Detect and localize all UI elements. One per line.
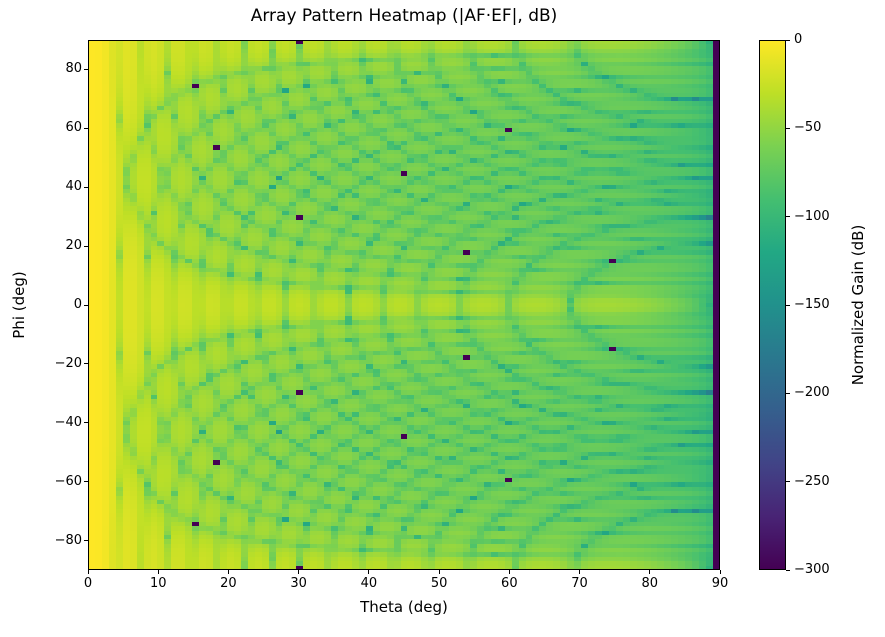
y-tick-mark [84,304,88,306]
x-tick-mark [298,570,300,574]
x-tick-label: 10 [149,576,167,591]
colorbar-tick-label: −300 [794,562,830,577]
colorbar-tick-mark [786,216,790,218]
colorbar-tick-mark [786,481,790,483]
y-tick-label: 20 [65,238,82,254]
y-tick-mark [84,127,88,129]
y-tick-mark [84,186,88,188]
x-axis-label: Theta (deg) [360,598,448,616]
x-tick-label: 20 [220,576,237,591]
x-tick-mark [719,570,721,574]
x-tick-label: 60 [501,576,518,591]
x-tick-mark [368,570,370,574]
x-tick-mark [87,570,89,574]
heatmap-canvas [88,40,720,570]
colorbar-tick-label: −250 [794,473,830,489]
y-tick-label: 60 [65,120,82,136]
y-tick-label: 0 [73,297,82,312]
y-tick-mark [84,540,88,542]
x-tick-mark [157,570,159,574]
colorbar-label: Normalized Gain (dB) [849,224,867,386]
colorbar-tick-mark [786,392,790,394]
x-tick-label: 0 [83,576,93,591]
colorbar-tick-label: 0 [794,32,803,47]
y-tick-label: 80 [65,61,82,77]
y-tick-label: −60 [54,473,82,489]
x-tick-label: 70 [571,576,588,591]
y-tick-mark [84,68,88,70]
colorbar-tick-mark [786,569,790,571]
x-tick-mark [649,570,651,574]
colorbar-tick-label: −200 [794,385,830,401]
x-tick-label: 50 [430,576,448,591]
x-tick-mark [438,570,440,574]
x-tick-mark [227,570,229,574]
y-tick-mark [84,363,88,365]
y-tick-label: 40 [65,179,82,195]
colorbar-tick-mark [786,304,790,306]
x-tick-label: 80 [641,576,659,591]
y-tick-label: −20 [54,355,82,371]
x-tick-label: 40 [360,576,378,591]
x-tick-mark [508,570,510,574]
colorbar-tick-label: −150 [794,297,830,312]
x-tick-mark [579,570,581,574]
y-tick-label: −40 [54,414,82,430]
colorbar-tick-label: −50 [794,120,822,136]
colorbar-tick-mark [786,127,790,129]
colorbar-tick-mark [786,39,790,41]
colorbar-tick-label: −100 [794,208,830,224]
x-tick-label: 30 [290,576,307,591]
chart-title: Array Pattern Heatmap (|AF·EF|, dB) [250,6,558,26]
y-tick-mark [84,422,88,424]
y-tick-mark [84,481,88,483]
colorbar [759,40,786,570]
y-tick-mark [84,245,88,247]
y-tick-label: −80 [54,532,82,548]
x-tick-label: 90 [711,576,729,591]
y-axis-label: Phi (deg) [10,271,28,339]
